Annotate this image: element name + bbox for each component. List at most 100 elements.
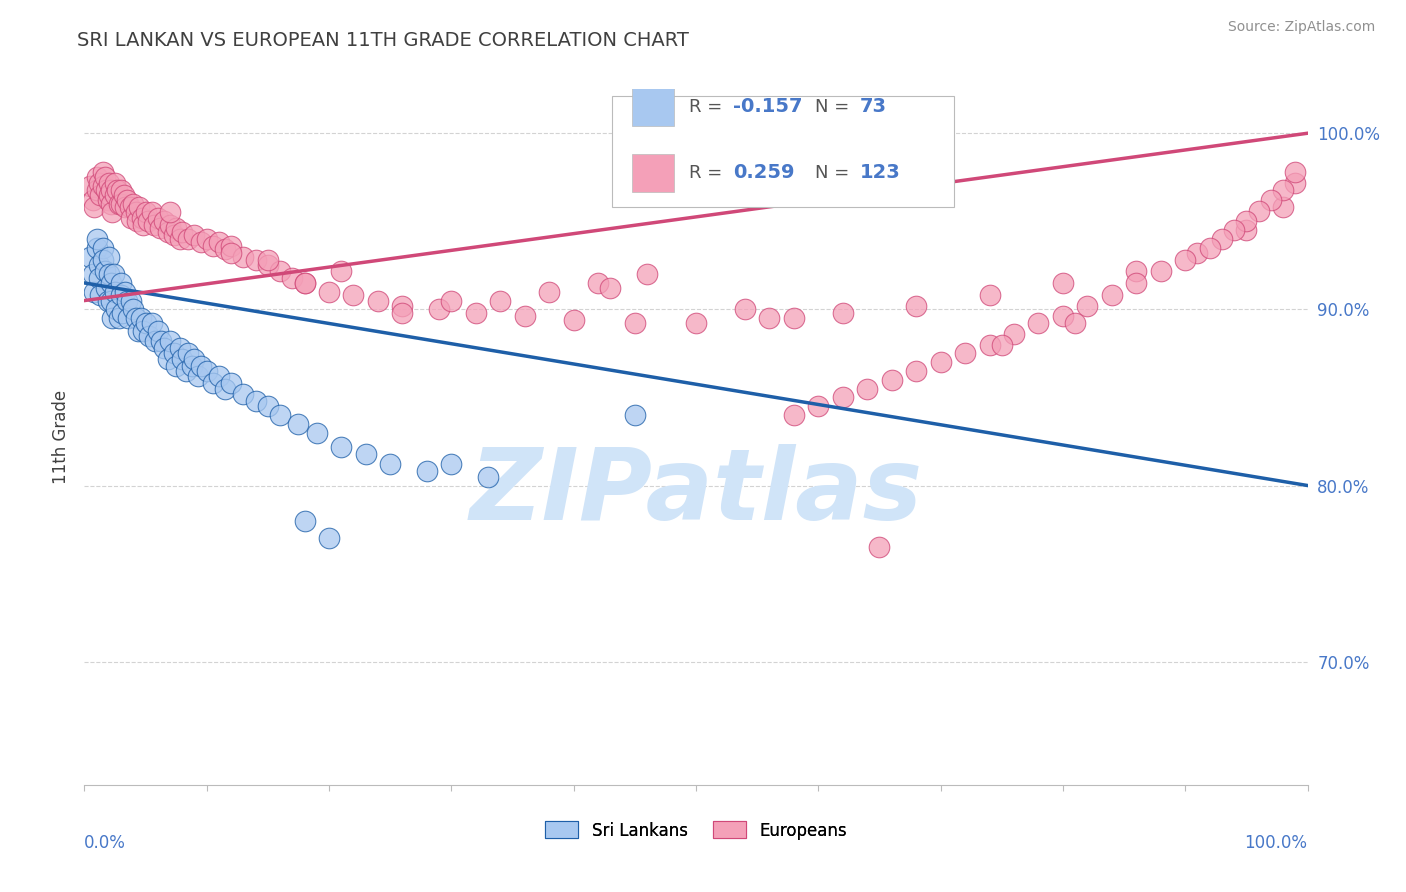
Point — [86, 170, 108, 185]
Point — [1211, 232, 1233, 246]
Point — [190, 235, 212, 250]
Point — [257, 399, 280, 413]
Point — [146, 324, 169, 338]
Point — [172, 225, 194, 239]
Point — [105, 183, 128, 197]
Point — [214, 382, 236, 396]
Point — [132, 324, 155, 338]
Point — [117, 311, 139, 326]
Point — [783, 311, 806, 326]
Point — [538, 285, 561, 299]
Point — [159, 334, 181, 348]
Point — [201, 239, 224, 253]
Point — [163, 228, 186, 243]
Point — [1076, 299, 1098, 313]
Point — [330, 440, 353, 454]
Point — [96, 281, 118, 295]
Point — [1236, 214, 1258, 228]
Point — [318, 532, 340, 546]
Point — [391, 299, 413, 313]
Point — [141, 205, 163, 219]
Point — [294, 514, 316, 528]
Point — [120, 293, 142, 308]
Point — [103, 267, 125, 281]
Point — [979, 337, 1001, 351]
Point — [87, 176, 110, 190]
Point — [104, 187, 127, 202]
Point — [135, 317, 157, 331]
Point — [107, 196, 129, 211]
Point — [391, 306, 413, 320]
Point — [1236, 223, 1258, 237]
Point — [87, 258, 110, 272]
Point — [1028, 317, 1050, 331]
Point — [219, 239, 242, 253]
Point — [183, 351, 205, 366]
Point — [79, 179, 101, 194]
Point — [489, 293, 512, 308]
Point — [269, 408, 291, 422]
Point — [129, 311, 152, 326]
Point — [342, 288, 364, 302]
Point — [1260, 193, 1282, 207]
Point — [208, 235, 231, 250]
Text: 0.0%: 0.0% — [84, 834, 127, 852]
Point — [599, 281, 621, 295]
Point — [562, 313, 585, 327]
Point — [104, 176, 127, 190]
Point — [169, 232, 191, 246]
Text: SRI LANKAN VS EUROPEAN 11TH GRADE CORRELATION CHART: SRI LANKAN VS EUROPEAN 11TH GRADE CORREL… — [77, 31, 689, 50]
Point — [905, 299, 928, 313]
Point — [110, 196, 132, 211]
Point — [172, 351, 194, 366]
Point — [111, 306, 134, 320]
Point — [636, 267, 658, 281]
Point — [114, 200, 136, 214]
Point — [91, 165, 114, 179]
Point — [101, 311, 124, 326]
Point — [174, 364, 197, 378]
Point — [513, 310, 536, 324]
Point — [929, 355, 952, 369]
Point — [1101, 288, 1123, 302]
Point — [783, 408, 806, 422]
Point — [146, 211, 169, 225]
Point — [281, 270, 304, 285]
Y-axis label: 11th Grade: 11th Grade — [52, 390, 70, 484]
Point — [1002, 326, 1025, 341]
Point — [440, 458, 463, 472]
Text: -0.157: -0.157 — [733, 97, 803, 116]
Point — [1247, 203, 1270, 218]
FancyBboxPatch shape — [612, 96, 955, 208]
Point — [101, 205, 124, 219]
Point — [86, 232, 108, 246]
Point — [97, 293, 120, 308]
Point — [1125, 276, 1147, 290]
Point — [86, 183, 108, 197]
Point — [1052, 310, 1074, 324]
Point — [122, 302, 145, 317]
Point — [416, 465, 439, 479]
Point — [177, 232, 200, 246]
Point — [163, 346, 186, 360]
Point — [758, 311, 780, 326]
Point — [1284, 176, 1306, 190]
Point — [318, 285, 340, 299]
Point — [100, 196, 122, 211]
Point — [685, 317, 707, 331]
Point — [97, 250, 120, 264]
Point — [1198, 241, 1220, 255]
Point — [136, 214, 159, 228]
Point — [125, 205, 148, 219]
Point — [856, 382, 879, 396]
Point — [294, 276, 316, 290]
Point — [208, 369, 231, 384]
Point — [115, 293, 138, 308]
Point — [219, 246, 242, 260]
Point — [128, 200, 150, 214]
Point — [89, 187, 111, 202]
Point — [141, 317, 163, 331]
Point — [82, 193, 104, 207]
Point — [110, 276, 132, 290]
Point — [190, 359, 212, 373]
